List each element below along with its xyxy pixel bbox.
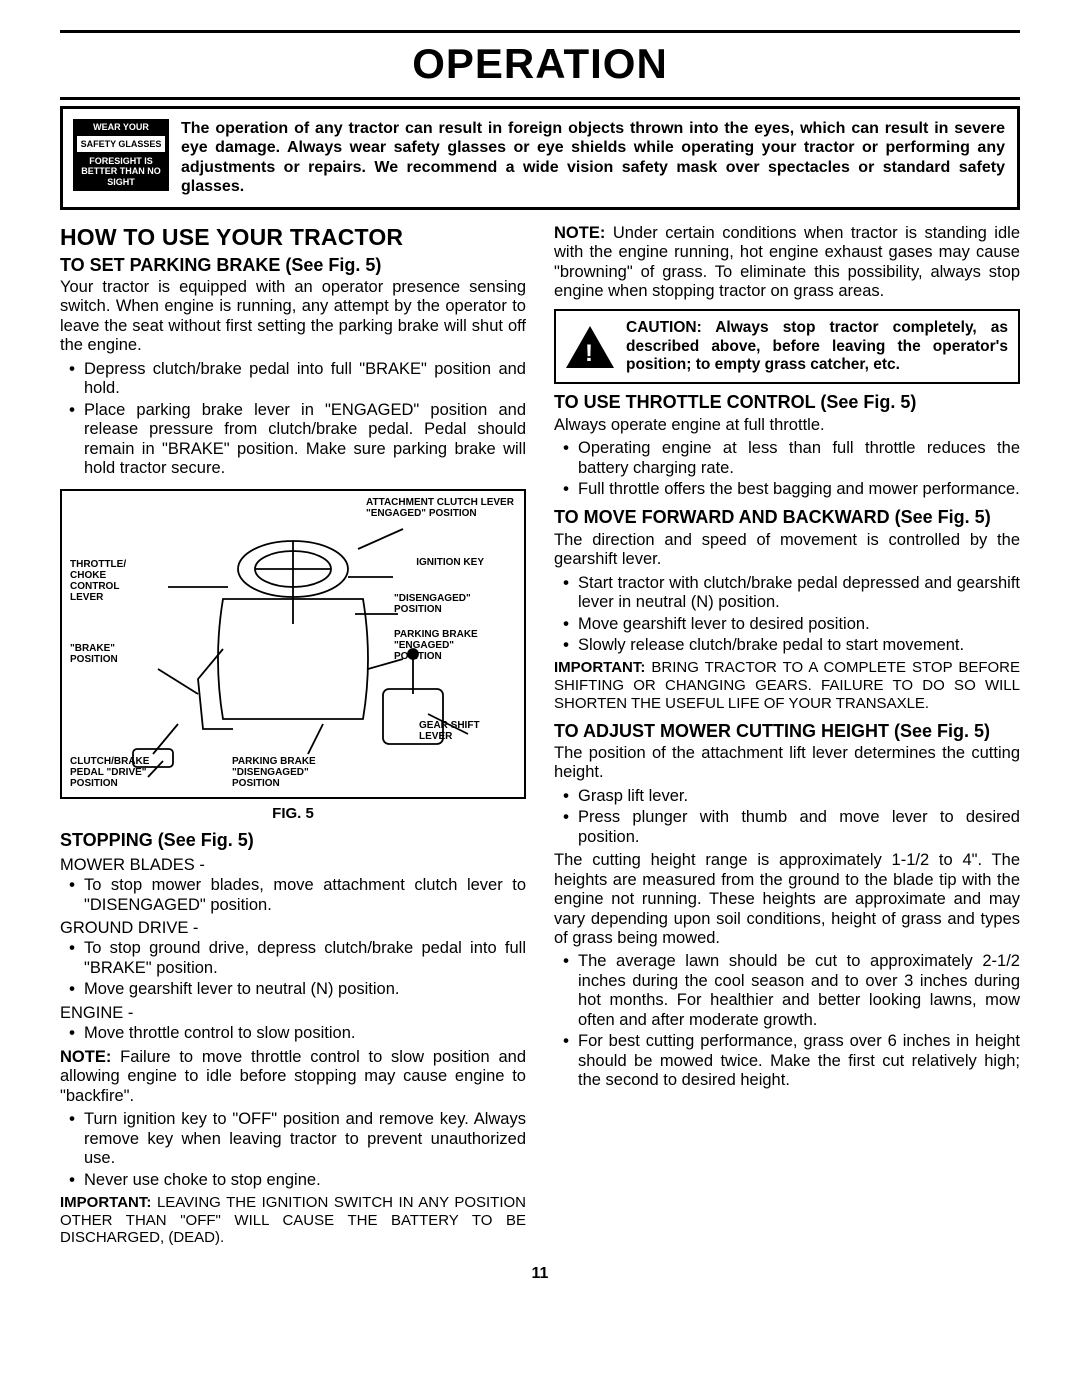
height-list: Grasp lift lever. Press plunger with thu… [554,787,1020,847]
engine-note: NOTE: Failure to move throttle control t… [60,1048,526,1106]
note-text: Failure to move throttle control to slow… [60,1048,526,1105]
list-item: To stop ground drive, depress clutch/bra… [60,939,526,978]
height-intro: The position of the attachment lift leve… [554,744,1020,783]
fig-label: IGNITION KEY [416,557,484,568]
top-rule [60,30,1020,33]
mower-list: To stop mower blades, move attachment cl… [60,876,526,915]
throttle-list: Operating engine at less than full throt… [554,439,1020,499]
fig-label: "BRAKE" POSITION [70,643,130,665]
badge-mid: SAFETY GLASSES [76,135,166,154]
list-item: Move throttle control to slow position. [60,1024,526,1043]
engine-head: ENGINE - [60,1004,526,1023]
list-item: For best cutting performance, grass over… [554,1032,1020,1090]
warning-box: WEAR YOUR SAFETY GLASSES FORESIGHT IS BE… [60,106,1020,210]
important-label: IMPORTANT: [554,659,645,676]
content-columns: HOW TO USE YOUR TRACTOR TO SET PARKING B… [60,224,1020,1252]
ground-drive-head: GROUND DRIVE - [60,919,526,938]
engine-list-2: Turn ignition key to "OFF" position and … [60,1110,526,1190]
badge-bot: FORESIGHT IS BETTER THAN NO SIGHT [76,156,166,188]
list-item: Full throttle offers the best bagging an… [554,480,1020,499]
list-item: Operating engine at less than full throt… [554,439,1020,478]
throttle-heading: TO USE THROTTLE CONTROL (See Fig. 5) [554,392,1020,413]
parking-brake-intro: Your tractor is equipped with an operato… [60,278,526,356]
list-item: Slowly release clutch/brake pedal to sta… [554,636,1020,655]
how-to-use-heading: HOW TO USE YOUR TRACTOR [60,224,526,251]
page-title: OPERATION [60,39,1020,89]
fig-label: ATTACHMENT CLUTCH LEVER "ENGAGED" POSITI… [366,497,516,519]
list-item: Start tractor with clutch/brake pedal de… [554,574,1020,613]
throttle-intro: Always operate engine at full throttle. [554,416,1020,435]
important-label: IMPORTANT: [60,1194,151,1211]
engine-list: Move throttle control to slow position. [60,1024,526,1043]
list-item: Depress clutch/brake pedal into full "BR… [60,360,526,399]
safety-badge: WEAR YOUR SAFETY GLASSES FORESIGHT IS BE… [73,119,169,191]
list-item: Move gearshift lever to neutral (N) posi… [60,980,526,999]
list-item: Move gearshift lever to desired position… [554,615,1020,634]
caution-text: CAUTION: Always stop tractor completely,… [626,319,1008,374]
badge-top: WEAR YOUR [76,122,166,133]
height-heading: TO ADJUST MOWER CUTTING HEIGHT (See Fig.… [554,721,1020,742]
move-important: IMPORTANT: BRING TRACTOR TO A COMPLETE S… [554,659,1020,712]
fig-label: THROTTLE/ CHOKE CONTROL LEVER [70,559,140,603]
parking-brake-list: Depress clutch/brake pedal into full "BR… [60,360,526,479]
stopping-heading: STOPPING (See Fig. 5) [60,830,526,851]
figure-caption: FIG. 5 [60,805,526,823]
height-list-2: The average lawn should be cut to approx… [554,952,1020,1090]
note-text: Under certain conditions when tractor is… [554,224,1020,300]
note-label: NOTE: [60,1048,111,1066]
list-item: Never use choke to stop engine. [60,1171,526,1190]
list-item: Grasp lift lever. [554,787,1020,806]
move-heading: TO MOVE FORWARD AND BACKWARD (See Fig. 5… [554,507,1020,528]
fig-label: GEAR SHIFT LEVER [419,720,494,742]
fig-label: CLUTCH/BRAKE PEDAL "DRIVE" POSITION [70,756,170,789]
warning-icon [566,326,614,368]
list-item: To stop mower blades, move attachment cl… [60,876,526,915]
engine-important: IMPORTANT: LEAVING THE IGNITION SWITCH I… [60,1194,526,1247]
note-label: NOTE: [554,224,605,242]
fig-label: "DISENGAGED" POSITION [394,593,494,615]
mower-blades-head: MOWER BLADES - [60,856,526,875]
move-list: Start tractor with clutch/brake pedal de… [554,574,1020,656]
list-item: Place parking brake lever in "ENGAGED" p… [60,401,526,479]
caution-box: CAUTION: Always stop tractor completely,… [554,309,1020,384]
move-intro: The direction and speed of movement is c… [554,531,1020,570]
fig-label: PARKING BRAKE "ENGAGED" POSITION [394,629,504,662]
list-item: Press plunger with thumb and move lever … [554,808,1020,847]
parking-brake-heading: TO SET PARKING BRAKE (See Fig. 5) [60,255,526,276]
right-column: NOTE: Under certain conditions when trac… [554,224,1020,1252]
figure-5: ATTACHMENT CLUTCH LEVER "ENGAGED" POSITI… [60,489,526,799]
list-item: Turn ignition key to "OFF" position and … [60,1110,526,1168]
right-note: NOTE: Under certain conditions when trac… [554,224,1020,302]
height-range: The cutting height range is approximatel… [554,851,1020,948]
fig-label: PARKING BRAKE "DISENGAGED" POSITION [232,756,342,789]
list-item: The average lawn should be cut to approx… [554,952,1020,1030]
left-column: HOW TO USE YOUR TRACTOR TO SET PARKING B… [60,224,526,1252]
title-rule [60,97,1020,100]
ground-list: To stop ground drive, depress clutch/bra… [60,939,526,999]
warning-text: The operation of any tractor can result … [181,119,1005,197]
page-number: 11 [60,1265,1020,1284]
